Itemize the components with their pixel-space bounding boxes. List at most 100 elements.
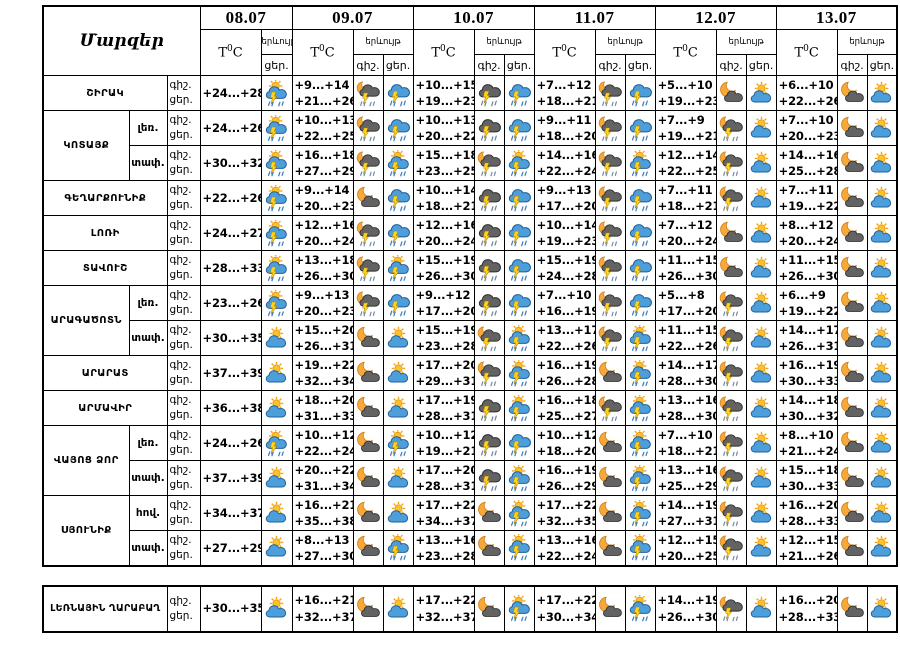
moon-cloud-icon-cell [836, 460, 868, 496]
sun-cloud-icon [868, 80, 895, 107]
night-temp: +13...+18 [294, 253, 354, 267]
day-temp: +20...+25 [657, 548, 717, 563]
moon-cloud-icon-cell [836, 530, 868, 566]
moon-cloud-icon-cell [352, 460, 384, 496]
sun-cloud-thunderstorm-icon [263, 290, 290, 317]
moon-cloud-icon-cell [594, 355, 626, 391]
sun-cloud-icon-cell [260, 390, 293, 426]
sun-cloud-thunderstorm-icon [627, 325, 654, 352]
moon-cloud-thunderstorm-icon-cell [473, 355, 505, 391]
night-temp: +7...+11 [657, 183, 713, 197]
moon-cloud-icon-cell [836, 285, 868, 321]
temperature-cell: +24...+27 [199, 215, 262, 251]
temperature-cell: +13...+18 +26...+30 [291, 250, 354, 286]
temperature-cell: +7...+10 +18...+21 [654, 425, 717, 461]
temperature-cell: +7...+10 +20...+23 [775, 110, 838, 146]
sun-cloud-icon [748, 115, 775, 142]
moon-cloud-thunderstorm-icon [718, 430, 745, 457]
temperature-cell: +10...+14 +18...+21 [412, 180, 475, 216]
temperature-cell: +17...+22 +32...+35 [533, 495, 596, 531]
temperature-cell: +16...+20 +28...+33 [775, 585, 838, 632]
moon-cloud-icon-cell [352, 390, 384, 426]
temperature-cell: +16...+21 +32...+37 [291, 585, 354, 632]
night-temp: +16...+19 [778, 358, 838, 372]
rain-cloud-thunderstorm-icon [627, 290, 654, 317]
moon-cloud-thunderstorm-icon [597, 325, 624, 352]
moon-cloud-icon [355, 325, 382, 352]
moon-cloud-thunderstorm-icon-cell [473, 320, 505, 356]
rain-cloud-thunderstorm-icon-cell [624, 285, 656, 321]
day-label: ցեր. [169, 409, 193, 421]
night-temp: +13...+16 [657, 463, 717, 477]
temperature-cell: +8...+12 +20...+24 [775, 215, 838, 251]
day-temp: +34...+37 [415, 514, 475, 528]
moon-cloud-thunderstorm-icon [597, 290, 624, 317]
night-temp: +7...+10 [778, 113, 834, 127]
day-temp: +26...+30 [415, 269, 475, 283]
sun-cloud-icon [868, 595, 895, 622]
night-temp: +5...+8 [657, 288, 705, 302]
day-abbr-header: ցեր. [745, 54, 777, 76]
night-label: գիշ. [169, 324, 192, 336]
subregion-label: տափ. [128, 460, 168, 496]
date-header: 11.07 [533, 5, 656, 30]
moon-cloud-icon-cell [594, 425, 626, 461]
moon-cloud-thunderstorm-icon-cell [715, 285, 747, 321]
day-temp: +30...+33 [778, 479, 838, 493]
moon-cloud-icon-cell [836, 215, 868, 251]
dark-cloud-thunderstorm-icon [476, 465, 503, 492]
sun-cloud-icon-cell [745, 530, 777, 566]
day-temp: +36...+38 [202, 401, 262, 415]
sun-cloud-thunderstorm-icon-cell [624, 585, 656, 632]
region-forecast-row: ԼՈՌԻ գիշ. ցեր. +24...+27 +12...+16 +20...+24 +… [42, 215, 898, 251]
night-label: գիշ. [169, 219, 192, 231]
temperature-cell: +7...+12 +18...+21 [533, 75, 596, 111]
night-temp: +7...+10 [657, 428, 713, 442]
sun-cloud-icon-cell [866, 250, 898, 286]
temp-header: T0C [412, 29, 475, 76]
night-temp: +17...+22 [415, 592, 474, 607]
sun-cloud-icon [868, 255, 895, 282]
temperature-cell: +8...+10 +21...+24 [775, 425, 838, 461]
moon-cloud-thunderstorm-icon-cell [715, 460, 747, 496]
moon-cloud-icon [597, 500, 624, 527]
moon-cloud-icon [476, 534, 503, 561]
sun-cloud-thunderstorm-icon [506, 500, 533, 527]
night-label: գիշ. [169, 79, 192, 91]
temperature-cell: +7...+11 +18...+21 [654, 180, 717, 216]
sun-cloud-thunderstorm-icon-cell [503, 530, 535, 566]
sun-cloud-icon [385, 465, 412, 492]
sun-cloud-thunderstorm-icon-cell [503, 320, 535, 356]
moon-cloud-thunderstorm-icon-cell [352, 110, 384, 146]
night-temp: +17...+20 [415, 358, 475, 372]
sun-cloud-icon [748, 185, 775, 212]
moon-cloud-icon-cell [836, 390, 868, 426]
moon-cloud-icon-cell [836, 75, 868, 111]
day-label: ցեր. [169, 129, 193, 141]
night-temp: +14...+17 [657, 358, 717, 372]
rain-cloud-thunderstorm-icon [506, 185, 533, 212]
night-label: գիշ. [169, 114, 192, 126]
moon-cloud-icon-cell [352, 320, 384, 356]
day-label: ցեր. [169, 164, 193, 176]
moon-cloud-icon-cell [836, 110, 868, 146]
temperature-cell: +8...+13 +27...+30 [291, 530, 354, 566]
temperature-cell: +9...+13 +20...+23 [291, 285, 354, 321]
day-temp: +21...+24 [778, 444, 838, 458]
moon-cloud-thunderstorm-icon [718, 150, 745, 177]
day-temp: +26...+30 [778, 269, 838, 283]
moon-cloud-icon [839, 500, 866, 527]
day-temp: +18...+20 [536, 444, 596, 458]
night-temp: +16...+19 [536, 463, 596, 477]
time-of-day-labels: գիշ. ցեր. [166, 320, 201, 356]
dark-cloud-thunderstorm-icon-cell [473, 390, 505, 426]
day-temp: +24...+26 [202, 121, 262, 135]
night-temp: +19...+22 [294, 358, 354, 372]
moon-cloud-icon [839, 325, 866, 352]
temperature-cell: +7...+9 +19...+21 [654, 110, 717, 146]
day-temp: +25...+27 [536, 409, 596, 423]
temperature-cell: +9...+11 +18...+20 [533, 110, 596, 146]
day-temp: +32...+37 [415, 609, 474, 624]
temperature-cell: +24...+26 [199, 425, 262, 461]
sun-cloud-icon [748, 80, 775, 107]
